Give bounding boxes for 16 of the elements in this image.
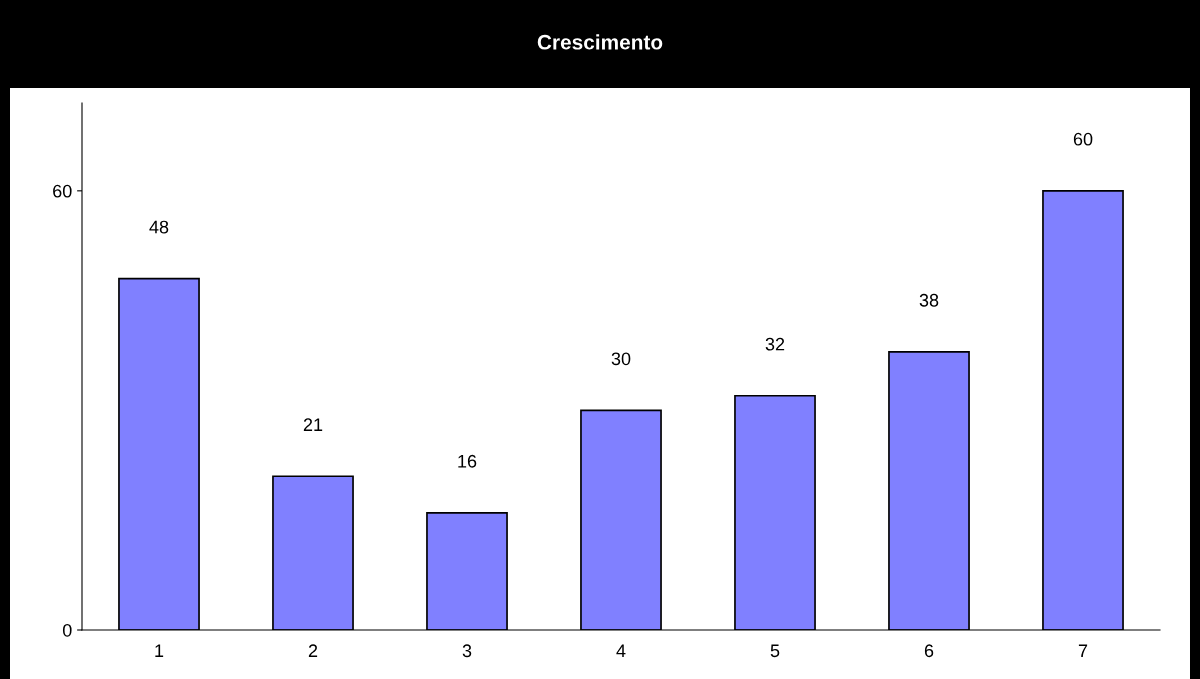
data-label: 32 <box>765 337 785 351</box>
data-label: 30 <box>611 352 631 366</box>
x-tick-label: 3 <box>462 644 472 658</box>
x-tick-label: 6 <box>924 644 934 658</box>
y-tick-label: 0 <box>62 623 72 637</box>
data-label: 48 <box>149 220 169 234</box>
data-label: 60 <box>1073 132 1093 146</box>
x-tick-label: 4 <box>616 644 626 657</box>
data-label: 21 <box>303 418 323 431</box>
data-label: 16 <box>458 454 477 468</box>
chart-title: Crescimento <box>537 34 663 50</box>
x-tick-label: 1 <box>155 644 164 657</box>
x-tick-label: 5 <box>770 644 780 658</box>
x-tick-label: 7 <box>1078 644 1088 657</box>
x-tick-label: 2 <box>308 644 318 657</box>
data-label: 38 <box>919 293 939 307</box>
